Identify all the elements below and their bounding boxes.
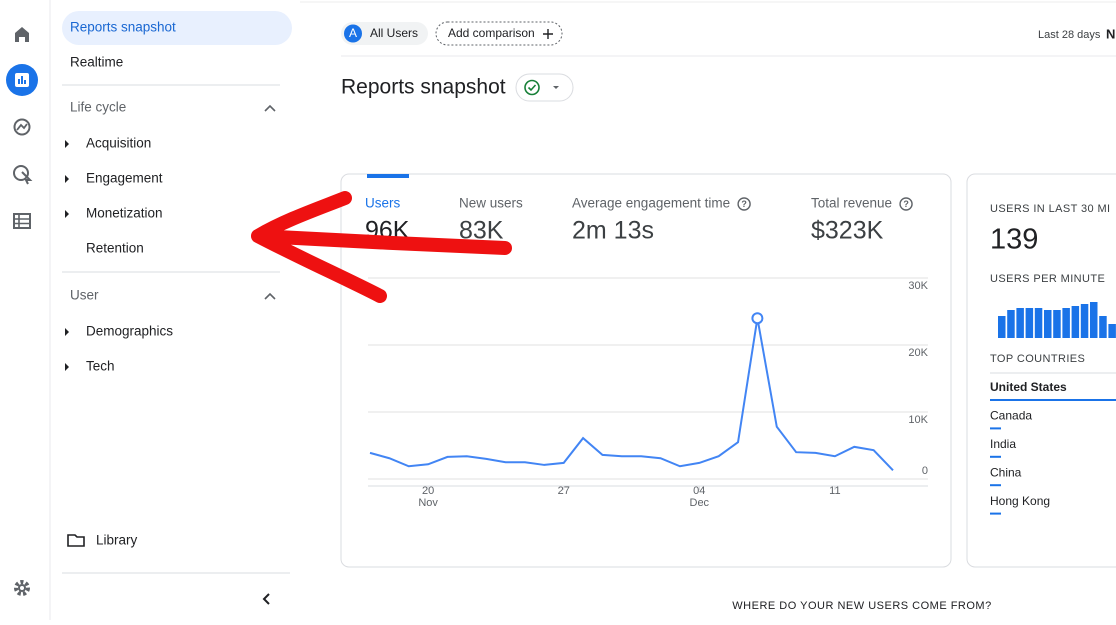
y-tick-label: 20K (908, 347, 928, 359)
folder-icon (67, 534, 85, 547)
metric-label[interactable]: New users (459, 196, 523, 211)
minute-bar (1025, 308, 1034, 338)
help-icon (899, 197, 913, 211)
rail (0, 0, 50, 620)
x-tick-label: Nov (418, 497, 438, 509)
line-series (369, 318, 894, 471)
minute-bar (1034, 308, 1043, 338)
menu-item[interactable]: Tech (86, 359, 115, 374)
advertising-icon[interactable] (13, 165, 29, 181)
metric-value: $323K (811, 217, 884, 245)
menu-item[interactable]: Engagement (86, 171, 163, 186)
expand-icon (65, 140, 69, 148)
help-mark: ? (741, 199, 747, 209)
chevron (264, 104, 276, 112)
expand-icon (65, 210, 69, 218)
section-title: WHERE DO YOUR NEW USERS COME FROM? (732, 600, 991, 612)
card-subtitle: USERS PER MINUTE (990, 273, 1105, 285)
segment-badge (344, 24, 362, 43)
minute-bar (1108, 324, 1116, 338)
menu-item[interactable]: Demographics (86, 324, 173, 339)
explore-icon[interactable] (13, 118, 31, 136)
segment-chip[interactable] (341, 22, 428, 45)
card-title: USERS IN LAST 30 MI (990, 203, 1111, 215)
menu-item[interactable]: Monetization (86, 206, 163, 221)
minute-bar (998, 316, 1006, 338)
menu-item[interactable]: Reports snapshot (70, 20, 176, 35)
card-subtitle: TOP COUNTRIES (990, 353, 1085, 365)
chevron (264, 292, 276, 300)
realtime-card (966, 173, 1116, 568)
menu-item[interactable]: Realtime (70, 55, 123, 70)
settings-icon[interactable] (14, 580, 30, 596)
collapse-button[interactable] (262, 593, 270, 605)
date-range-text: N (1106, 26, 1115, 41)
help-mark: ? (903, 199, 909, 209)
add-comparison[interactable] (435, 21, 563, 46)
menu-item[interactable]: Retention (86, 241, 144, 256)
metric-label[interactable]: Total revenue (811, 196, 892, 211)
date-range[interactable]: Last 28 days (1038, 29, 1101, 41)
x-tick-label: 04 (693, 485, 705, 497)
minute-bar (1044, 310, 1052, 338)
segment-label: All Users (370, 26, 418, 40)
section-title[interactable]: Life cycle (70, 100, 126, 115)
minute-bar (1053, 310, 1061, 338)
active-item-bg (62, 11, 292, 45)
expand-icon (65, 328, 69, 336)
menu-item[interactable]: Acquisition (86, 136, 151, 151)
y-tick-label: 30K (908, 280, 928, 292)
minute-bar (1007, 310, 1015, 338)
active-tab-indicator (367, 174, 409, 178)
minute-bar (1080, 304, 1089, 338)
x-tick-label: 27 (558, 485, 570, 497)
expand-icon (65, 175, 69, 183)
configure-icon[interactable] (13, 213, 31, 229)
minute-bar (1062, 308, 1070, 338)
help-icon (737, 197, 751, 211)
metric-label[interactable]: Average engagement time (572, 196, 730, 211)
x-tick-label: Dec (690, 497, 710, 509)
minute-bar (1071, 306, 1080, 338)
x-tick-label: 11 (829, 485, 840, 497)
add-comparison-label: Add comparison (448, 26, 535, 40)
plus-icon (543, 29, 553, 39)
minute-bar (1090, 302, 1098, 338)
metric-value: 2m 13s (572, 217, 654, 245)
expand-icon (65, 363, 69, 371)
country-name[interactable]: India (990, 437, 1016, 451)
country-name[interactable]: China (990, 465, 1022, 479)
badge-text: A (349, 26, 357, 40)
country-name[interactable]: Hong Kong (990, 494, 1050, 508)
menu-item[interactable]: Library (96, 533, 138, 548)
y-tick-label: 10K (908, 414, 928, 426)
metric-label[interactable]: Users (365, 196, 401, 211)
highlight-point (751, 312, 764, 325)
minute-bar (1016, 308, 1024, 338)
country-name[interactable]: United States (990, 380, 1067, 394)
home-icon[interactable] (15, 27, 29, 42)
page-title: Reports snapshot (341, 76, 506, 99)
overview-card (340, 173, 952, 568)
country-name[interactable]: Canada (990, 409, 1032, 423)
annotation-arrow (251, 191, 512, 303)
minute-bar (1099, 316, 1107, 338)
x-tick-label: 20 (422, 485, 434, 497)
section-title[interactable]: User (70, 288, 99, 303)
y-tick-label: 0 (922, 465, 928, 477)
realtime-value: 139 (990, 224, 1038, 256)
